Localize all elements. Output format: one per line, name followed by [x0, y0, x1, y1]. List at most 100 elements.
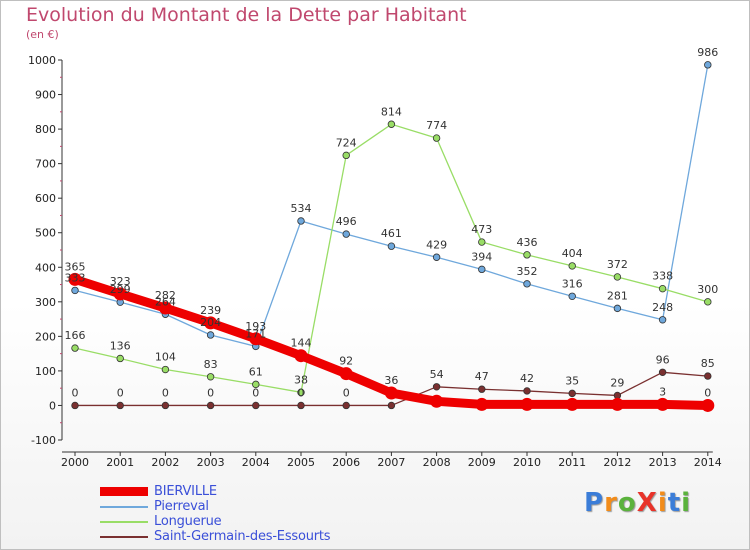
line-chart: -100010020030040050060070080090010002000…: [28, 46, 722, 469]
data-point-longuerue: [658, 284, 667, 293]
data-point-saint-germain-des-essourts: [161, 401, 170, 410]
x-tick-label: 2001: [106, 456, 134, 469]
data-point-pierreval: [658, 316, 667, 324]
data-label-bierville: 323: [110, 275, 131, 288]
data-label-saint-germain-des-essourts: 0: [298, 386, 305, 399]
chart-series: [68, 61, 715, 412]
data-label-longuerue: 724: [336, 136, 357, 149]
data-label-bierville: 282: [155, 289, 176, 302]
data-point-pierreval: [478, 265, 486, 274]
data-point-longuerue: [523, 251, 531, 259]
data-label-longuerue: 473: [471, 223, 492, 236]
data-point-bierville: [610, 397, 624, 411]
x-tick-label: 2011: [558, 456, 586, 469]
legend-item-longuerue: Longuerue: [100, 514, 330, 529]
y-tick-label: 100: [35, 365, 56, 378]
data-point-saint-germain-des-essourts: [432, 383, 441, 391]
data-label-saint-germain-des-essourts: 0: [117, 386, 124, 399]
data-label-longuerue: 372: [607, 258, 628, 271]
data-label-pierreval: 333: [65, 271, 86, 284]
logo-letter: P: [584, 488, 605, 518]
data-point-bierville: [430, 394, 444, 408]
data-point-longuerue: [116, 354, 124, 363]
data-label-saint-germain-des-essourts: 0: [162, 386, 169, 399]
data-label-saint-germain-des-essourts: 96: [656, 353, 670, 366]
data-label-longuerue: 83: [204, 358, 218, 371]
data-label-pierreval: 461: [381, 227, 402, 240]
data-label-pierreval: 429: [426, 238, 447, 251]
data-label-pierreval: 204: [200, 316, 221, 329]
data-label-longuerue: 61: [249, 365, 263, 378]
y-tick-label: 300: [35, 296, 56, 309]
data-label-pierreval: 534: [291, 202, 312, 215]
data-point-saint-germain-des-essourts: [704, 372, 712, 380]
data-point-longuerue: [71, 344, 79, 352]
data-label-pierreval: 264: [155, 295, 176, 308]
data-point-pierreval: [387, 242, 396, 250]
legend-label-saint-germain: Saint-Germain-des-Essourts: [154, 529, 331, 544]
y-tick-label: -100: [31, 434, 56, 447]
data-point-longuerue: [432, 134, 441, 142]
data-point-longuerue: [704, 298, 712, 306]
data-point-saint-germain-des-essourts: [387, 401, 396, 410]
data-point-pierreval: [71, 286, 79, 295]
chart-axes: -100010020030040050060070080090010002000…: [28, 54, 722, 469]
data-point-saint-germain-des-essourts: [342, 401, 350, 410]
data-point-saint-germain-des-essourts: [568, 389, 576, 398]
data-label-bierville: 365: [65, 260, 86, 273]
data-point-longuerue: [568, 262, 576, 270]
y-tick-label: 200: [35, 330, 56, 343]
data-label-bierville: 144: [291, 337, 312, 350]
data-point-bierville: [249, 332, 263, 346]
x-tick-label: 2005: [287, 456, 315, 469]
legend-swatch-pierreval: [100, 505, 148, 508]
logo-letter: i: [657, 488, 668, 518]
data-point-saint-germain-des-essourts: [116, 401, 124, 410]
y-tick-label: 500: [35, 227, 56, 240]
y-tick-label: 0: [49, 399, 56, 412]
data-point-bierville: [656, 397, 670, 411]
data-label-saint-germain-des-essourts: 47: [475, 370, 489, 383]
data-point-longuerue: [613, 273, 622, 281]
data-point-bierville: [339, 367, 353, 381]
logo-letter: t: [667, 488, 682, 518]
x-tick-label: 2002: [151, 456, 179, 469]
data-point-longuerue: [297, 388, 305, 397]
chart-unit-label: (en €): [26, 28, 59, 41]
data-label-longuerue: 166: [65, 329, 86, 342]
data-point-bierville: [475, 397, 489, 411]
data-point-pierreval: [432, 253, 441, 261]
data-point-longuerue: [387, 120, 396, 128]
logo-letter: i: [681, 488, 692, 518]
data-label-pierreval: 316: [562, 277, 583, 290]
data-label-saint-germain-des-essourts: 0: [343, 386, 350, 399]
y-tick-label: 400: [35, 261, 56, 274]
logo-letter: o: [617, 488, 637, 518]
data-point-saint-germain-des-essourts: [658, 368, 667, 376]
data-point-pierreval: [568, 292, 576, 300]
data-label-longuerue: 38: [294, 373, 308, 386]
y-tick-label: 1000: [28, 54, 56, 67]
data-label-pierreval: 352: [517, 265, 538, 278]
data-label-bierville: 239: [200, 304, 221, 317]
x-tick-label: 2007: [377, 456, 405, 469]
data-label-longuerue: 300: [697, 283, 718, 296]
data-point-longuerue: [478, 238, 486, 246]
data-label-saint-germain-des-essourts: 42: [520, 372, 534, 385]
data-point-bierville: [520, 397, 534, 411]
logo-letter: r: [604, 488, 618, 518]
data-point-bierville: [701, 398, 715, 412]
data-label-pierreval: 248: [652, 301, 673, 314]
data-label-bierville: 36: [384, 374, 398, 387]
data-label-saint-germain-des-essourts: 54: [430, 368, 444, 381]
x-tick-label: 2012: [603, 456, 631, 469]
data-point-saint-germain-des-essourts: [297, 401, 305, 410]
data-point-pierreval: [206, 331, 215, 339]
data-label-saint-germain-des-essourts: 29: [610, 376, 624, 389]
legend-label-bierville: BIERVILLE: [154, 484, 217, 499]
data-label-longuerue: 404: [562, 247, 583, 260]
legend-item-bierville: BIERVILLE: [100, 484, 330, 499]
data-label-pierreval: 171: [245, 327, 266, 340]
legend-item-saint-germain: Saint-Germain-des-Essourts: [100, 529, 331, 544]
